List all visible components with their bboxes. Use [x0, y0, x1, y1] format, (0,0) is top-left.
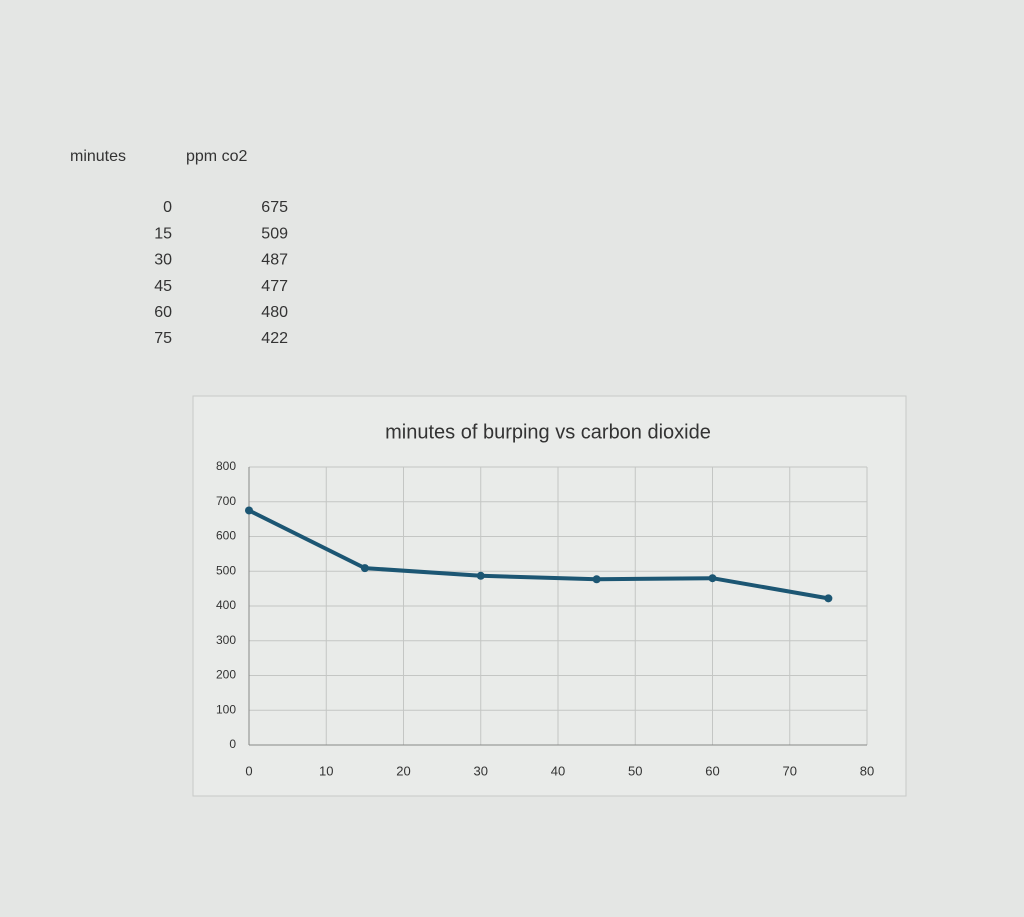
data-point: [360, 564, 369, 573]
y-tick-label: 200: [216, 668, 236, 682]
data-point: [476, 571, 485, 580]
y-tick-label: 600: [216, 529, 236, 543]
y-tick-label: 400: [216, 598, 236, 612]
table-cell: 509: [261, 225, 288, 242]
y-tick-label: 100: [216, 702, 236, 716]
table-cell: 60: [154, 304, 172, 321]
y-tick-label: 700: [216, 494, 236, 508]
table-cell: 15: [154, 225, 172, 242]
x-tick-label: 40: [551, 763, 565, 778]
table-cell: 0: [163, 199, 172, 216]
x-tick-label: 70: [783, 763, 797, 778]
table-cell: 487: [261, 252, 288, 269]
table-header: ppm co2: [186, 148, 247, 165]
x-tick-label: 30: [474, 763, 488, 778]
x-tick-label: 10: [319, 763, 333, 778]
x-tick-label: 50: [628, 763, 642, 778]
table-cell: 45: [154, 278, 172, 295]
y-tick-label: 0: [229, 737, 236, 751]
y-tick-label: 300: [216, 633, 236, 647]
table-cell: 75: [154, 330, 172, 347]
table-cell: 480: [261, 304, 288, 321]
data-point: [245, 506, 253, 515]
table-header: minutes: [70, 148, 126, 165]
data-point: [824, 594, 833, 603]
table-cell: 422: [261, 330, 288, 347]
y-tick-label: 800: [216, 459, 236, 473]
chart-title: minutes of burping vs carbon dioxide: [385, 421, 711, 443]
y-tick-label: 500: [216, 563, 236, 577]
x-tick-label: 60: [705, 763, 719, 778]
table-cell: 30: [154, 252, 172, 269]
data-point: [592, 575, 601, 584]
x-tick-label: 80: [860, 763, 874, 778]
data-line: [248, 508, 829, 601]
table-cell: 675: [261, 199, 288, 216]
data-point: [708, 574, 717, 583]
x-tick-label: 20: [396, 763, 410, 778]
table-cell: 477: [261, 278, 288, 295]
x-tick-label: 0: [245, 763, 252, 778]
chart-frame: [192, 395, 907, 797]
